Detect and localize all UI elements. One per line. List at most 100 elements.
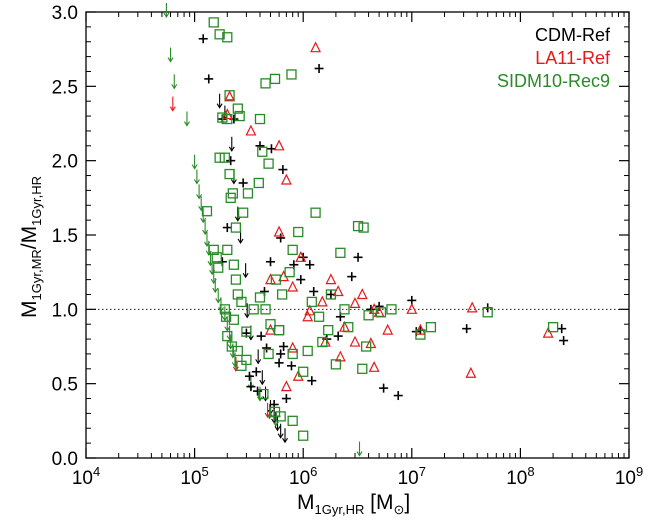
data-point-sidm10-rec9 <box>208 244 219 256</box>
data-point-la11-ref <box>349 297 361 308</box>
data-point-cdm-ref <box>238 178 248 188</box>
data-point-sidm10-rec9 <box>230 222 242 233</box>
data-point-sidm10-rec9 <box>287 415 298 426</box>
svg-text:M1Gyr,MR/M1Gyr,HR: M1Gyr,MR/M1Gyr,HR <box>18 176 44 318</box>
data-point-sidm10-rec9 <box>343 322 354 333</box>
data-point-la11-ref <box>466 301 478 313</box>
upper-limit-arrow <box>212 278 219 294</box>
data-point-la11-ref <box>280 173 292 185</box>
data-point-sidm10-rec9 <box>260 304 271 315</box>
data-point-sidm10-rec9 <box>313 311 325 322</box>
data-point-sidm10-rec9 <box>260 78 271 89</box>
y-tick-label: 2.0 <box>52 152 78 173</box>
data-point-sidm10-rec9 <box>254 292 266 303</box>
y-tick-label: 1.0 <box>52 300 78 321</box>
legend-entry-sidm10-rec9: SIDM10-Rec9 <box>497 71 610 91</box>
data-point-sidm10-rec9 <box>298 366 309 377</box>
data-point-sidm10-rec9 <box>226 341 237 352</box>
data-point-la11-ref <box>310 41 322 53</box>
data-point-sidm10-rec9 <box>222 32 233 43</box>
upper-limit-arrow <box>171 74 178 90</box>
data-point-la11-ref <box>316 295 328 307</box>
upper-limit-arrow <box>183 111 190 127</box>
data-point-sidm10-rec9 <box>270 274 282 285</box>
data-point-cdm-ref <box>198 34 208 44</box>
data-point-cdm-ref <box>278 165 288 175</box>
upper-limit-arrow <box>193 169 200 185</box>
data-point-la11-ref <box>339 320 350 332</box>
data-point-cdm-ref <box>296 275 306 285</box>
data-point-la11-ref <box>406 302 418 314</box>
data-point-sidm10-rec9 <box>238 207 249 218</box>
data-point-sidm10-rec9 <box>236 296 247 308</box>
upper-limit-arrow <box>244 303 251 319</box>
x-tick-label: 106 <box>289 464 317 489</box>
data-point-sidm10-rec9 <box>284 267 295 278</box>
upper-limit-arrow <box>224 316 231 332</box>
data-point-sidm10-rec9 <box>232 103 243 114</box>
data-point-cdm-ref <box>366 304 376 314</box>
data-point-cdm-ref <box>281 394 291 404</box>
data-point-sidm10-rec9 <box>339 304 350 315</box>
data-point-sidm10-rec9 <box>275 411 286 422</box>
data-point-la11-ref <box>356 288 368 300</box>
data-point-la11-ref <box>302 310 314 322</box>
data-point-cdm-ref <box>266 257 276 267</box>
data-point-sidm10-rec9 <box>265 319 276 330</box>
data-point-sidm10-rec9 <box>258 388 269 400</box>
data-point-sidm10-rec9 <box>361 341 372 352</box>
data-point-la11-ref <box>295 250 307 262</box>
data-point-sidm10-rec9 <box>220 311 232 322</box>
data-point-la11-ref <box>280 380 292 392</box>
data-point-sidm10-rec9 <box>254 113 266 125</box>
x-axis-label: M1Gyr,HR [M⊙] <box>297 491 410 517</box>
data-point-sidm10-rec9 <box>547 322 559 333</box>
upper-limit-arrow <box>259 370 266 386</box>
data-point-sidm10-rec9 <box>363 310 374 321</box>
data-point-sidm10-rec9 <box>287 348 298 360</box>
upper-limit-arrow <box>277 423 284 439</box>
data-point-cdm-ref <box>266 144 276 154</box>
data-point-sidm10-rec9 <box>263 348 274 360</box>
data-point-cdm-ref <box>255 141 265 151</box>
data-point-cdm-ref <box>557 324 567 334</box>
data-point-sidm10-rec9 <box>201 206 213 217</box>
data-point-sidm10-rec9 <box>228 314 240 325</box>
data-point-cdm-ref <box>559 336 569 346</box>
y-tick-label: 2.5 <box>52 77 78 98</box>
data-point-sidm10-rec9 <box>386 304 397 315</box>
data-point-cdm-ref <box>279 342 289 351</box>
data-point-cdm-ref <box>276 233 286 243</box>
data-point-sidm10-rec9 <box>230 274 242 285</box>
data-point-la11-ref <box>265 323 276 335</box>
data-point-cdm-ref <box>347 272 357 282</box>
y-axis-label: M1Gyr,MR/M1Gyr,HR <box>18 176 44 318</box>
data-point-la11-ref <box>273 225 285 237</box>
upper-limit-arrow <box>216 93 223 109</box>
data-point-cdm-ref <box>309 286 319 296</box>
data-point-sidm10-rec9 <box>213 262 224 273</box>
data-point-la11-ref <box>265 273 276 285</box>
data-point-cdm-ref <box>226 156 236 166</box>
x-tick-label: 105 <box>180 464 208 489</box>
data-point-sidm10-rec9 <box>273 324 285 336</box>
svg-text:M1Gyr,HR [M⊙]: M1Gyr,HR [M⊙] <box>297 491 410 517</box>
data-point-sidm10-rec9 <box>219 304 231 315</box>
data-point-cdm-ref <box>262 343 272 353</box>
data-point-cdm-ref <box>276 349 286 359</box>
data-point-cdm-ref <box>204 74 214 84</box>
data-point-sidm10-rec9 <box>269 73 281 85</box>
data-point-cdm-ref <box>333 331 343 341</box>
data-point-sidm10-rec9 <box>224 90 235 101</box>
data-point-sidm10-rec9 <box>302 345 313 357</box>
upper-limit-arrow <box>264 402 271 418</box>
legend-entry-cdm-ref: CDM-Ref <box>535 25 611 45</box>
data-point-sidm10-rec9 <box>232 289 243 300</box>
data-point-la11-ref <box>382 323 394 335</box>
data-point-sidm10-rec9 <box>330 359 342 370</box>
data-point-cdm-ref <box>462 324 472 334</box>
upper-limit-arrow <box>202 220 209 236</box>
data-point-la11-ref <box>368 360 380 372</box>
upper-limit-arrow <box>196 184 203 200</box>
data-point-sidm10-rec9 <box>277 289 288 300</box>
